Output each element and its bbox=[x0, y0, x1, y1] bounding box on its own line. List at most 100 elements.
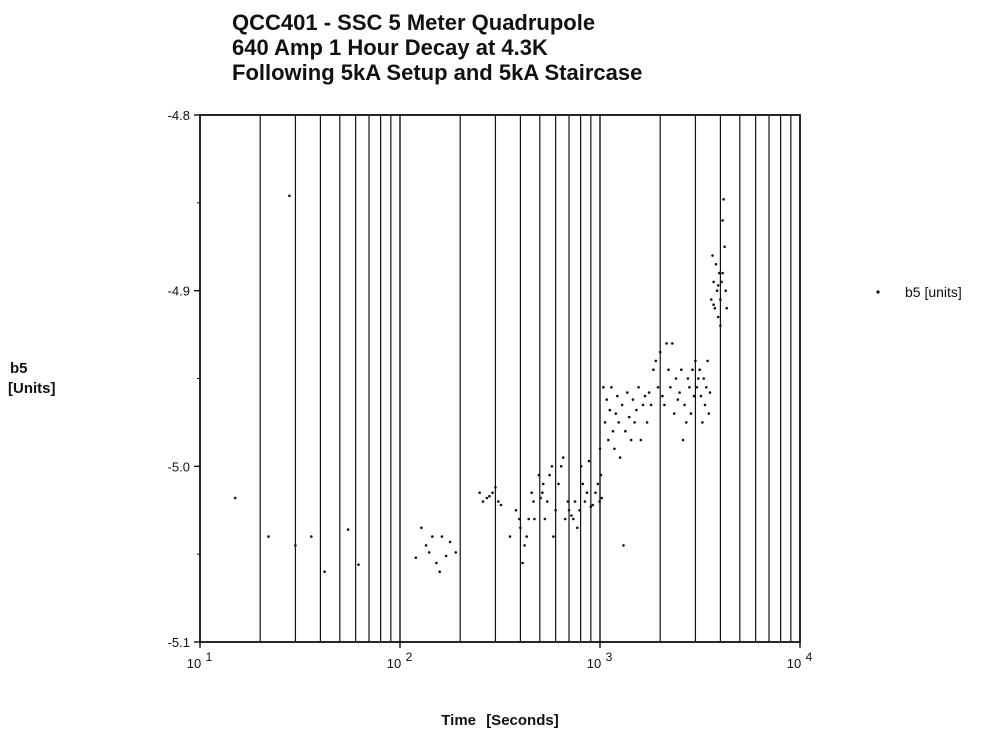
data-point bbox=[514, 509, 518, 512]
data-point bbox=[683, 403, 686, 407]
data-point bbox=[674, 377, 678, 380]
x-tick-label: 10 2 bbox=[387, 650, 413, 671]
data-point bbox=[518, 517, 521, 521]
data-point bbox=[667, 368, 670, 372]
data-point bbox=[701, 421, 704, 424]
data-point bbox=[649, 403, 653, 407]
data-point bbox=[539, 496, 542, 500]
data-point bbox=[614, 412, 618, 415]
data-point bbox=[420, 526, 423, 530]
data-point bbox=[705, 386, 708, 389]
data-points bbox=[233, 194, 728, 573]
data-point bbox=[637, 386, 640, 389]
data-point bbox=[454, 551, 458, 554]
data-point bbox=[725, 306, 728, 310]
data-point bbox=[624, 429, 627, 433]
y-tick-label: -5.0 bbox=[168, 459, 190, 474]
data-point bbox=[716, 284, 720, 287]
data-point bbox=[550, 465, 554, 468]
data-point bbox=[635, 408, 638, 412]
data-point bbox=[626, 391, 629, 394]
data-point bbox=[652, 368, 655, 372]
data-point bbox=[694, 359, 697, 363]
data-point bbox=[533, 517, 536, 521]
data-point bbox=[600, 496, 603, 500]
data-point bbox=[663, 403, 666, 407]
data-point bbox=[645, 421, 649, 424]
data-point bbox=[681, 438, 685, 442]
x-tick-labels: 10 1 10 2 10 3 10 4 bbox=[187, 650, 813, 671]
data-point bbox=[715, 289, 719, 293]
x-tick-label: 10 3 bbox=[587, 650, 613, 671]
data-point bbox=[618, 456, 622, 459]
data-point bbox=[594, 491, 597, 495]
data-point bbox=[605, 398, 608, 401]
data-point bbox=[267, 535, 270, 538]
data-point bbox=[688, 386, 691, 389]
data-point bbox=[294, 544, 297, 547]
axis-ticks bbox=[194, 114, 801, 648]
data-point bbox=[611, 429, 615, 433]
x-tick-label-base: 10 bbox=[787, 656, 801, 671]
gridlines bbox=[259, 115, 792, 642]
data-point bbox=[288, 194, 291, 198]
data-point bbox=[699, 394, 703, 398]
data-point bbox=[669, 386, 672, 389]
data-point bbox=[617, 421, 620, 424]
legend-marker bbox=[876, 290, 880, 294]
data-point bbox=[440, 535, 444, 538]
y-tick-label: -4.8 bbox=[168, 108, 190, 123]
x-tick-label: 10 1 bbox=[187, 650, 213, 671]
data-point bbox=[716, 315, 720, 319]
data-point bbox=[519, 526, 522, 530]
data-point bbox=[585, 491, 589, 495]
data-point bbox=[424, 544, 428, 547]
data-point bbox=[610, 386, 613, 389]
x-tick-label-exponent: 1 bbox=[206, 650, 213, 664]
data-point bbox=[641, 403, 645, 407]
data-point bbox=[499, 503, 503, 507]
y-axis-label-line-2: [Units] bbox=[8, 380, 56, 397]
data-point bbox=[431, 535, 434, 538]
data-point bbox=[676, 398, 680, 401]
data-point bbox=[546, 500, 549, 503]
data-point bbox=[427, 551, 431, 554]
y-tick-label: -5.1 bbox=[168, 635, 190, 650]
data-point bbox=[579, 465, 583, 468]
x-tick-label-base: 10 bbox=[387, 656, 401, 671]
data-point bbox=[689, 412, 693, 415]
data-point bbox=[680, 368, 683, 372]
data-point bbox=[548, 473, 551, 477]
x-tick-label-exponent: 4 bbox=[806, 650, 813, 664]
data-point bbox=[598, 500, 601, 503]
data-point bbox=[435, 561, 438, 565]
data-point bbox=[438, 570, 442, 573]
data-point bbox=[233, 496, 237, 500]
data-point bbox=[589, 505, 593, 509]
plot-frame bbox=[199, 114, 801, 643]
data-point bbox=[697, 377, 700, 380]
data-point bbox=[323, 570, 326, 573]
data-point bbox=[710, 298, 713, 301]
data-point bbox=[661, 394, 664, 398]
data-point bbox=[719, 324, 722, 328]
data-point bbox=[723, 245, 726, 249]
data-point bbox=[656, 386, 660, 389]
data-point bbox=[357, 563, 360, 566]
data-point bbox=[552, 535, 555, 538]
x-axis-label: Time [Seconds] bbox=[441, 712, 558, 729]
data-point bbox=[698, 368, 701, 372]
data-point bbox=[494, 486, 497, 489]
data-point bbox=[685, 421, 688, 424]
data-point bbox=[603, 421, 607, 424]
data-point bbox=[567, 509, 571, 512]
data-point bbox=[714, 263, 718, 266]
data-point bbox=[643, 394, 647, 398]
data-point bbox=[541, 482, 545, 486]
data-point bbox=[497, 500, 500, 503]
data-point bbox=[561, 456, 565, 459]
data-point bbox=[444, 554, 448, 558]
data-point bbox=[695, 386, 699, 389]
data-point bbox=[481, 500, 485, 503]
data-point bbox=[629, 438, 633, 442]
